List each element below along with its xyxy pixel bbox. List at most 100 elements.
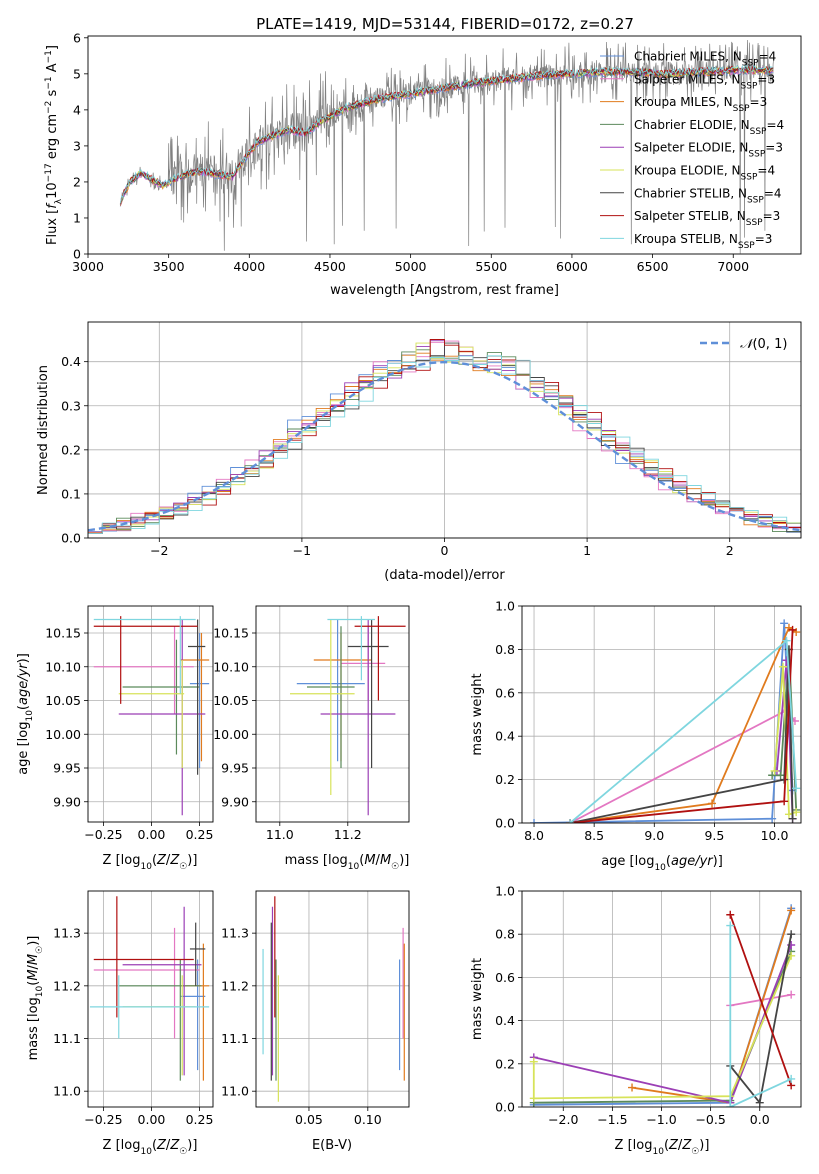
axes-massweight_vs_age: 8.0 8.5 9.0 9.5 10.0 0.0 0.2 0.4 0.6 0.8 1.0 age [l… bbox=[470, 599, 802, 873]
y-tick-label: 9.90 bbox=[221, 794, 249, 809]
axes-spectrum: 3000 3500 4000 4500 5000 5500 6000 6500 7000 0 1 2 3… bbox=[44, 30, 802, 298]
age_vs_z-plot-area bbox=[88, 606, 213, 822]
y-tick-label: 3 bbox=[73, 138, 81, 153]
x-axis-label: Z [log10(Z/Z☉)] bbox=[103, 853, 198, 872]
residual-y-axis-label: Normed distribution bbox=[36, 365, 51, 495]
marker-chabrier_miles bbox=[530, 819, 539, 823]
spectrum-x-axis-label: wavelength [Angstrom, rest frame] bbox=[330, 283, 559, 298]
residual-x-axis-label: (data-model)/error bbox=[384, 568, 505, 583]
axes-age_vs_mass: 11.0 11.2 9.90 9.95 10.00 10.05 10.10 10.15 mass… bbox=[213, 605, 410, 872]
x-tick-label: 5000 bbox=[395, 259, 427, 274]
marker-chabrier_elodie bbox=[776, 771, 785, 780]
x-tick-label: 6500 bbox=[637, 259, 669, 274]
massweight_vs_age-frame bbox=[521, 605, 802, 824]
x-tick-label: 0.0 bbox=[750, 1112, 770, 1127]
marker-kroupa_stelib bbox=[566, 819, 575, 823]
age_vs_mass-frame bbox=[255, 605, 410, 823]
y-tick-label: 10.05 bbox=[213, 693, 249, 708]
y-tick-label: 0.6 bbox=[495, 970, 515, 985]
x-tick-label: 6000 bbox=[556, 259, 588, 274]
x-tick-label: 7000 bbox=[717, 259, 749, 274]
y-tick-label: 0.0 bbox=[495, 1100, 515, 1115]
y-tick-label: 1 bbox=[73, 210, 81, 225]
marker-salpeter_stelib bbox=[788, 625, 797, 634]
histogram-kroupa_stelib bbox=[88, 355, 801, 535]
x-tick-label: −0.25 bbox=[84, 1112, 122, 1127]
marker-salpeter_miles bbox=[787, 990, 796, 999]
axes-age_vs_z: −0.25 0.00 0.25 9.90 9.95 10.00 10.05 10.10 10.1… bbox=[16, 605, 214, 872]
x-tick-label: 0.25 bbox=[186, 1112, 214, 1127]
mass_vs_z-plot-area bbox=[88, 891, 213, 1107]
marker-salpeter_stelib bbox=[780, 797, 789, 806]
marker-kroupa_elodie bbox=[792, 808, 801, 817]
y-tick-label: 10.00 bbox=[45, 727, 81, 742]
x-tick-label: 9.5 bbox=[704, 828, 724, 843]
x-axis-label: Z [log10(Z/Z☉)] bbox=[103, 1138, 198, 1157]
marker-kroupa_elodie bbox=[787, 951, 796, 960]
y-tick-label: 10.15 bbox=[213, 626, 249, 641]
marker-chabrier_stelib bbox=[787, 930, 796, 939]
legend-label-salpeter_miles: Salpeter MILES, NSSP=3 bbox=[634, 72, 775, 91]
x-tick-label: 8.0 bbox=[524, 828, 544, 843]
legend-label-kroupa_miles: Kroupa MILES, NSSP=3 bbox=[634, 95, 767, 114]
figure-title: PLATE=1419, MJD=53144, FIBERID=0172, z=0… bbox=[256, 15, 634, 33]
x-tick-label: 0.25 bbox=[186, 827, 214, 842]
x-tick-label: 3500 bbox=[153, 259, 185, 274]
x-tick-label: 0.00 bbox=[138, 1112, 166, 1127]
x-tick-label: 2 bbox=[726, 543, 734, 558]
y-tick-label: 0.1 bbox=[61, 486, 81, 501]
series-chabrier_stelib bbox=[569, 649, 794, 823]
y-tick-label: 0.3 bbox=[61, 398, 81, 413]
y-axis-label: mass [log10(M/M☉)] bbox=[26, 936, 45, 1061]
y-tick-label: 0.2 bbox=[495, 772, 515, 787]
series-kroupa_stelib bbox=[729, 925, 792, 1107]
x-tick-label: −1.0 bbox=[646, 1112, 676, 1127]
spectrum-frame bbox=[87, 35, 802, 255]
x-tick-label: 0.00 bbox=[138, 827, 166, 842]
y-tick-label: 11.2 bbox=[221, 978, 249, 993]
y-tick-label: 0.2 bbox=[495, 1056, 515, 1071]
x-tick-label: 5500 bbox=[475, 259, 507, 274]
marker-kroupa_miles bbox=[628, 1083, 637, 1092]
y-tick-label: 10.15 bbox=[45, 626, 81, 641]
x-axis-label: Z [log10(Z/Z☉)] bbox=[615, 1138, 710, 1157]
axes-residual: −2 −1 0 1 2 0.0 0.1 0.2 0.3 0.4 (data-model)/error… bbox=[36, 321, 802, 583]
age_vs_mass-plot-area bbox=[256, 606, 409, 822]
model-spectrum-kroupa_stelib bbox=[119, 64, 774, 204]
legend-label-chabrier_miles: Chabrier MILES, NSSP=4 bbox=[634, 50, 776, 69]
marker-kroupa_stelib bbox=[726, 1103, 735, 1107]
series-kroupa_elodie bbox=[532, 955, 793, 1100]
legend-label-chabrier_elodie: Chabrier ELODIE, NSSP=4 bbox=[634, 118, 784, 137]
marker-kroupa_stelib bbox=[792, 784, 801, 793]
x-tick-label: 3000 bbox=[72, 259, 104, 274]
marker-chabrier_elodie bbox=[768, 771, 777, 780]
x-tick-label: 8.5 bbox=[584, 828, 604, 843]
y-axis-label: mass weight bbox=[470, 673, 485, 755]
x-tick-label: 0.05 bbox=[295, 1112, 323, 1127]
residual-plot-area bbox=[88, 322, 801, 538]
y-axis-label: age [log10(age/yr)] bbox=[16, 653, 35, 775]
y-tick-label: 0.0 bbox=[61, 531, 81, 546]
y-tick-label: 0.4 bbox=[495, 1013, 515, 1028]
marker-kroupa_stelib bbox=[726, 921, 735, 930]
axes-mass_vs_ebv: 0.05 0.10 11.0 11.1 11.2 11.3 E(B-V) bbox=[221, 890, 410, 1153]
y-tick-label: 0.4 bbox=[61, 354, 81, 369]
series-chabrier_miles bbox=[533, 908, 793, 1106]
spectrum-plot-area bbox=[119, 39, 774, 254]
mass_vs_ebv-plot-area bbox=[256, 891, 409, 1107]
marker-chabrier_miles bbox=[780, 619, 789, 628]
residual-frame bbox=[87, 321, 802, 539]
y-tick-label: 4 bbox=[73, 102, 81, 117]
x-tick-label: −1.5 bbox=[597, 1112, 627, 1127]
x-axis-label: age [log10(age/yr)] bbox=[601, 854, 723, 873]
y-tick-label: 11.0 bbox=[221, 1084, 249, 1099]
x-tick-label: −2.0 bbox=[548, 1112, 578, 1127]
massweight_vs_age-plot-area bbox=[522, 606, 801, 823]
series-chabrier_miles bbox=[533, 623, 794, 823]
x-tick-label: 0.10 bbox=[354, 1112, 382, 1127]
model-spectrum-kroupa_elodie bbox=[119, 65, 774, 205]
y-tick-label: 9.90 bbox=[53, 794, 81, 809]
model-spectrum-salpeter_elodie bbox=[119, 65, 774, 206]
x-tick-label: 10.0 bbox=[761, 828, 789, 843]
massweight_vs_z-frame bbox=[521, 890, 802, 1108]
